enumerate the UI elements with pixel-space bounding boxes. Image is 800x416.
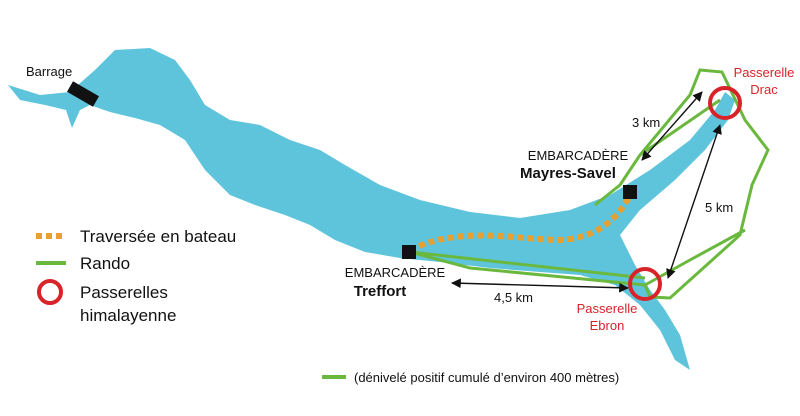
footnote: (dénivelé positif cumulé d’environ 400 m… [354,370,619,385]
passerelle-ebron-label: Passerelle Ebron [577,301,638,333]
embarcadere-treffort-label: EMBARCADÈRE Treffort [345,265,446,300]
barrage-mark [67,81,99,107]
legend-label: Passerelles himalayenne [80,283,176,325]
legend-bridge-swatch [37,279,63,305]
embarcadere-mayres-label: EMBARCADÈRE Mayres-Savel [520,148,628,182]
distance-label: 5 km [705,200,733,215]
passerelle-ebron-mark [628,267,662,301]
legend-label: Rando [80,254,130,273]
passerelle-drac-label: Passerelle Drac [734,65,795,97]
distance-label: 4,5 km [494,290,533,305]
distance-label: 3 km [632,115,660,130]
passerelle-drac-mark [708,86,742,120]
embarcadere-mayres-mark [623,185,637,199]
legend-label: Traversée en bateau [80,227,236,246]
barrage-label: Barrage [26,64,72,79]
boat-route [408,193,633,253]
distance-arrow [666,124,722,279]
distance-arrow [451,278,629,293]
embarcadere-treffort-mark [402,245,416,259]
lake [8,48,735,370]
